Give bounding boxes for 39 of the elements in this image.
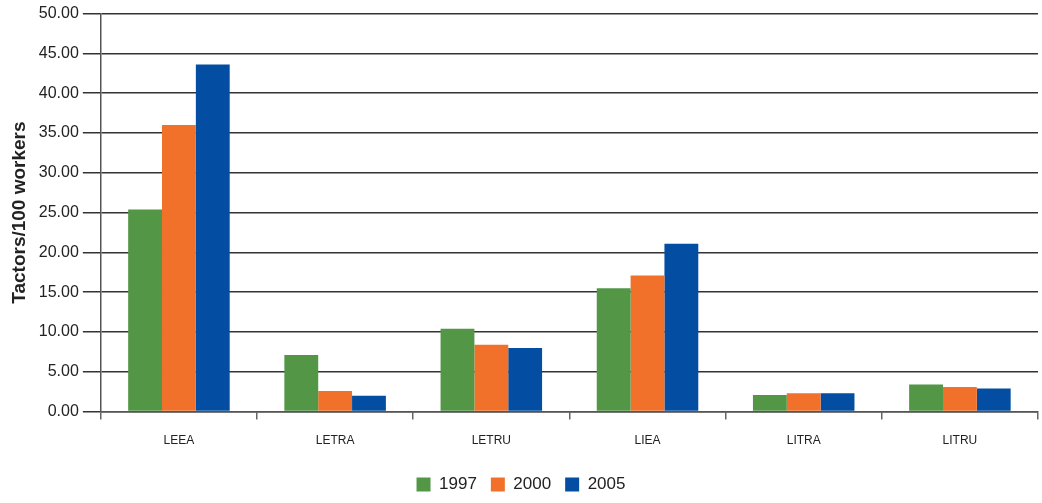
- bar: [942, 386, 977, 411]
- x-tick-label: LITRU: [942, 433, 978, 448]
- y-tick-label: 10.00: [38, 322, 79, 340]
- bar: [664, 243, 699, 411]
- bar: [128, 209, 163, 411]
- bar: [195, 64, 230, 411]
- y-tick-label: 30.00: [38, 163, 79, 181]
- legend-label: 1997: [439, 474, 477, 494]
- bar: [318, 390, 353, 411]
- x-tick-label: LETRA: [315, 433, 355, 448]
- bar: [508, 347, 543, 411]
- y-axis-title: Tactors/100 workers: [7, 121, 29, 304]
- bar: [820, 393, 855, 411]
- y-tick-label: 5.00: [47, 362, 79, 380]
- x-tick-label: LIEA: [634, 433, 661, 448]
- bar: [786, 393, 821, 411]
- bar: [752, 394, 787, 411]
- bar: [474, 344, 509, 411]
- bar: [162, 125, 196, 411]
- bar: [352, 395, 386, 411]
- bar: [440, 328, 475, 411]
- y-tick-label: 45.00: [38, 43, 79, 61]
- y-tick-label: 0.00: [47, 402, 79, 420]
- y-tick-label: 50.00: [38, 4, 79, 22]
- bar: [596, 288, 631, 411]
- bar: [909, 384, 943, 411]
- x-tick-label: LETRU: [471, 433, 511, 448]
- legend-label: 2005: [587, 474, 626, 494]
- bar: [630, 275, 665, 411]
- y-tick-label: 15.00: [38, 282, 79, 300]
- legend-label: 2000: [513, 474, 552, 494]
- y-tick-label: 35.00: [38, 123, 79, 141]
- bar: [976, 388, 1011, 411]
- y-tick-label: 20.00: [38, 242, 79, 260]
- x-tick-label: LITRA: [786, 433, 821, 448]
- y-tick-label: 40.00: [38, 83, 79, 101]
- y-tick-label: 25.00: [38, 203, 79, 221]
- bar: [284, 355, 319, 411]
- x-tick-label: LEEA: [163, 433, 195, 448]
